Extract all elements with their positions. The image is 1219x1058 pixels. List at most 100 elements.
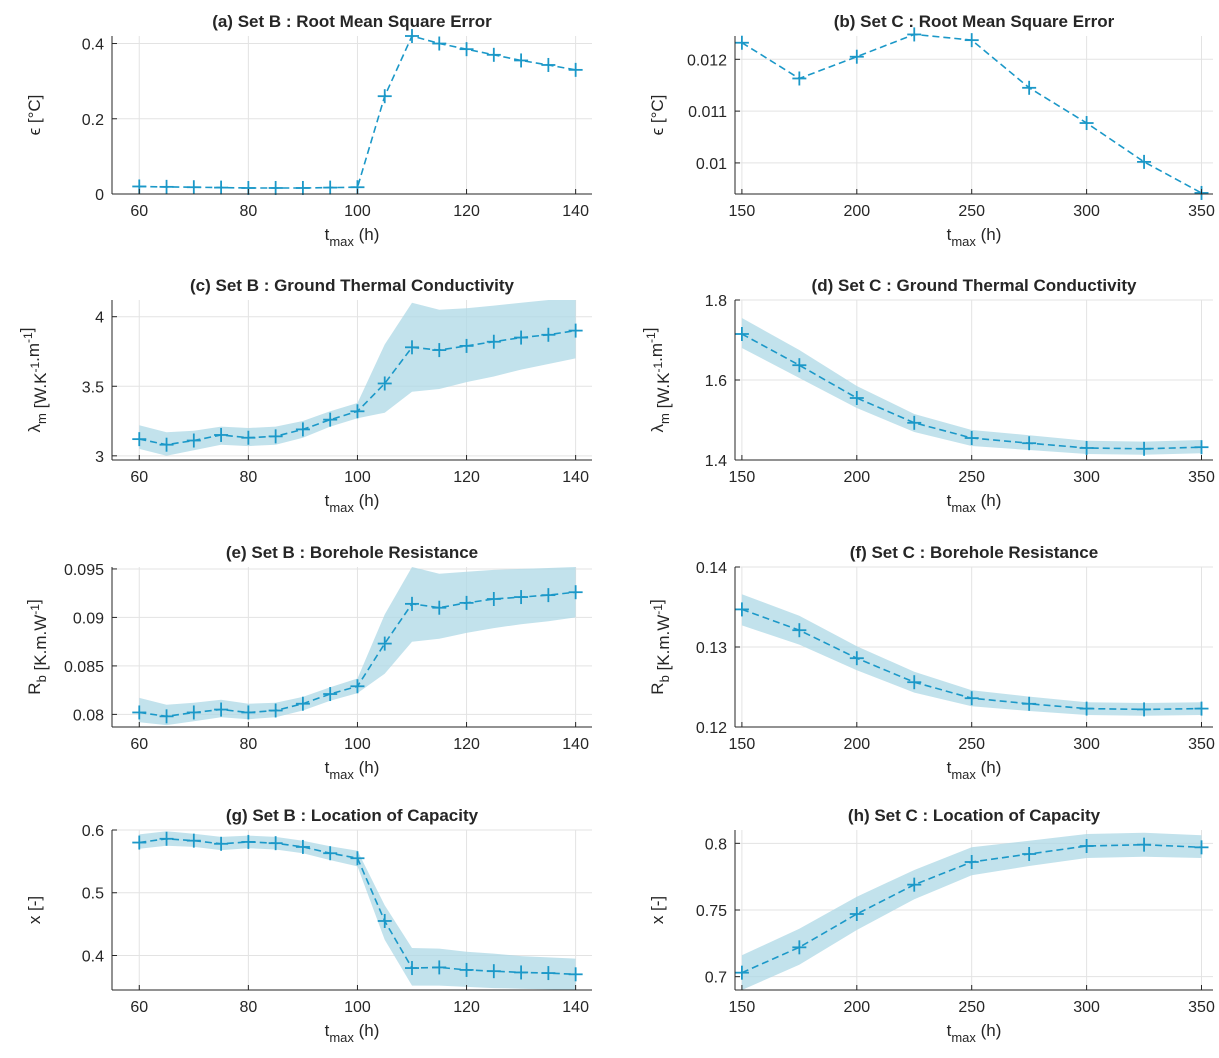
- data-point: [568, 585, 583, 600]
- data-point: [1022, 436, 1037, 451]
- x-tick-label: 60: [130, 203, 148, 220]
- x-tick-label: 100: [344, 469, 371, 486]
- data-point: [734, 327, 749, 341]
- data-point: [241, 430, 256, 445]
- data-point: [268, 180, 283, 195]
- x-tick-label: 200: [843, 203, 870, 220]
- y-tick-label: 0.8: [705, 836, 727, 853]
- y-tick-label: 0: [95, 187, 104, 204]
- data-point: [1079, 441, 1094, 455]
- data-point: [964, 431, 979, 445]
- data-point: [1137, 154, 1152, 169]
- chart-title: (h) Set C : Location of Capacity: [848, 806, 1101, 825]
- x-tick-label: 200: [843, 736, 870, 753]
- chart-title: (f) Set C : Borehole Resistance: [850, 543, 1098, 562]
- x-tick-label: 250: [958, 203, 985, 220]
- data-point: [132, 835, 147, 850]
- y-tick-label: 0.4: [82, 948, 104, 965]
- data-point: [350, 679, 365, 694]
- x-tick-label: 150: [729, 999, 756, 1016]
- data-point: [214, 180, 229, 195]
- data-point: [159, 709, 174, 724]
- panel-g: 60 80 100 120 140 0.4 0.5 0.6 (g) Set B : Locati…: [25, 806, 592, 1045]
- y-axis-label: λm [W.K-1.m-1]: [640, 328, 673, 433]
- data-point: [849, 49, 864, 64]
- data-point: [1022, 696, 1037, 711]
- data-point: [1079, 116, 1094, 131]
- data-point: [186, 833, 201, 848]
- y-tick-label: 4: [95, 310, 104, 327]
- y-tick-label: 1.4: [705, 453, 727, 470]
- panel-c: 60 80 100 120 140 3 3.5 4 (c) Set B : Ground The…: [17, 276, 592, 515]
- y-tick-label: 3.5: [82, 379, 104, 396]
- y-tick-label: 0.4: [82, 37, 104, 54]
- y-tick-label: 0.085: [64, 659, 104, 676]
- data-point: [964, 855, 979, 869]
- x-tick-label: 140: [562, 999, 589, 1016]
- data-point: [405, 961, 419, 976]
- data-point: [514, 590, 529, 605]
- data-point: [241, 834, 256, 849]
- x-axis-label: tmax (h): [325, 1021, 380, 1045]
- y-tick-label: 0.011: [688, 104, 727, 121]
- chart-title: (e) Set B : Borehole Resistance: [226, 543, 478, 562]
- x-tick-label: 150: [729, 736, 756, 753]
- data-point: [405, 29, 419, 43]
- data-point: [734, 35, 749, 50]
- data-point: [1194, 440, 1209, 455]
- x-tick-label: 350: [1188, 999, 1215, 1016]
- data-point: [323, 412, 338, 427]
- data-point: [350, 851, 365, 866]
- data-point: [514, 330, 529, 345]
- x-tick-label: 250: [958, 736, 985, 753]
- chart-title: (d) Set C : Ground Thermal Conductivity: [812, 276, 1137, 295]
- data-point: [568, 62, 583, 77]
- panel-e: 60 80 100 120 140 0.08 0.085 0.09 0.095 (e) Set B…: [24, 543, 592, 782]
- data-point: [541, 588, 556, 603]
- chart-title: (a) Set B : Root Mean Square Error: [212, 12, 492, 31]
- data-point: [323, 687, 338, 702]
- data-point: [159, 831, 174, 846]
- x-axis-label: tmax (h): [325, 758, 380, 782]
- data-point: [186, 705, 201, 720]
- data-point: [323, 180, 338, 195]
- panel-h: 150 200 250 300 350 0.7 0.75 0.8 (h) Set C : Loc…: [648, 806, 1215, 1045]
- data-point: [350, 404, 365, 419]
- x-tick-label: 60: [130, 736, 148, 753]
- y-tick-label: 0.095: [64, 562, 104, 579]
- panel-b: 150 200 250 300 350 0.01 0.011 0.012 (b) Set C :…: [648, 12, 1215, 249]
- chart-title: (g) Set B : Location of Capacity: [226, 806, 479, 825]
- x-tick-label: 100: [344, 999, 371, 1016]
- data-point: [964, 33, 979, 48]
- data-point: [459, 595, 474, 610]
- y-axis-label: λm [W.K-1.m-1]: [17, 328, 50, 433]
- x-axis-label: tmax (h): [947, 758, 1002, 782]
- y-tick-label: 0.08: [73, 707, 104, 724]
- x-tick-label: 80: [239, 203, 257, 220]
- x-tick-label: 150: [729, 469, 756, 486]
- data-point: [432, 36, 447, 51]
- x-tick-label: 140: [562, 203, 589, 220]
- y-tick-label: 1.8: [705, 293, 727, 310]
- data-point: [1079, 839, 1094, 853]
- data-point: [459, 338, 474, 353]
- confidence-band: [741, 318, 1202, 455]
- data-point: [214, 702, 229, 717]
- data-point: [792, 623, 807, 638]
- x-tick-label: 100: [344, 736, 371, 753]
- chart-title: (c) Set B : Ground Thermal Conductivity: [190, 276, 515, 295]
- x-axis-label: tmax (h): [947, 225, 1002, 249]
- x-tick-label: 120: [453, 999, 480, 1016]
- x-tick-label: 100: [344, 203, 371, 220]
- data-point: [792, 71, 807, 86]
- y-tick-label: 0.6: [82, 823, 104, 840]
- x-axis-label: tmax (h): [947, 1021, 1002, 1045]
- data-point: [792, 358, 807, 373]
- y-tick-label: 0.2: [82, 112, 104, 129]
- chart-title: (b) Set C : Root Mean Square Error: [834, 12, 1115, 31]
- y-tick-label: 0.5: [82, 886, 104, 903]
- data-point: [1022, 847, 1037, 861]
- x-axis-label: tmax (h): [325, 225, 380, 249]
- x-tick-label: 300: [1073, 469, 1100, 486]
